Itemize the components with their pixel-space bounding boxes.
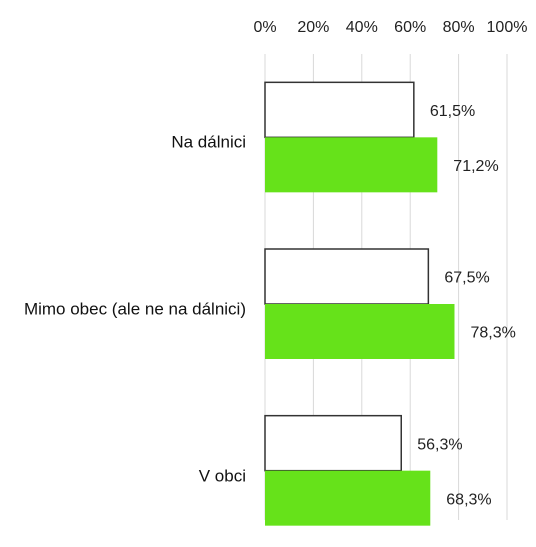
bar [265,304,455,359]
value-label: 61,5% [430,103,475,120]
bar [265,137,438,193]
value-label: 67,5% [444,270,489,287]
value-label: 78,3% [470,325,515,342]
bar [265,470,431,526]
category-label: Na dálnici [171,132,246,152]
bar [264,81,415,139]
x-tick-label: 60% [394,19,426,36]
category-label: V obci [198,466,246,486]
x-tick-label: 80% [443,19,475,36]
value-label: 56,3% [417,436,462,453]
value-label: 71,2% [453,158,498,175]
category-label: Mimo obec (ale ne na dálnici) [23,299,246,319]
value-label: 68,3% [446,491,491,508]
x-tick-label: 40% [346,19,378,36]
x-tick-label: 100% [487,19,528,36]
bar [264,414,402,472]
x-tick-label: 20% [297,19,329,36]
bar [264,248,430,305]
x-tick-label: 0% [253,19,276,36]
